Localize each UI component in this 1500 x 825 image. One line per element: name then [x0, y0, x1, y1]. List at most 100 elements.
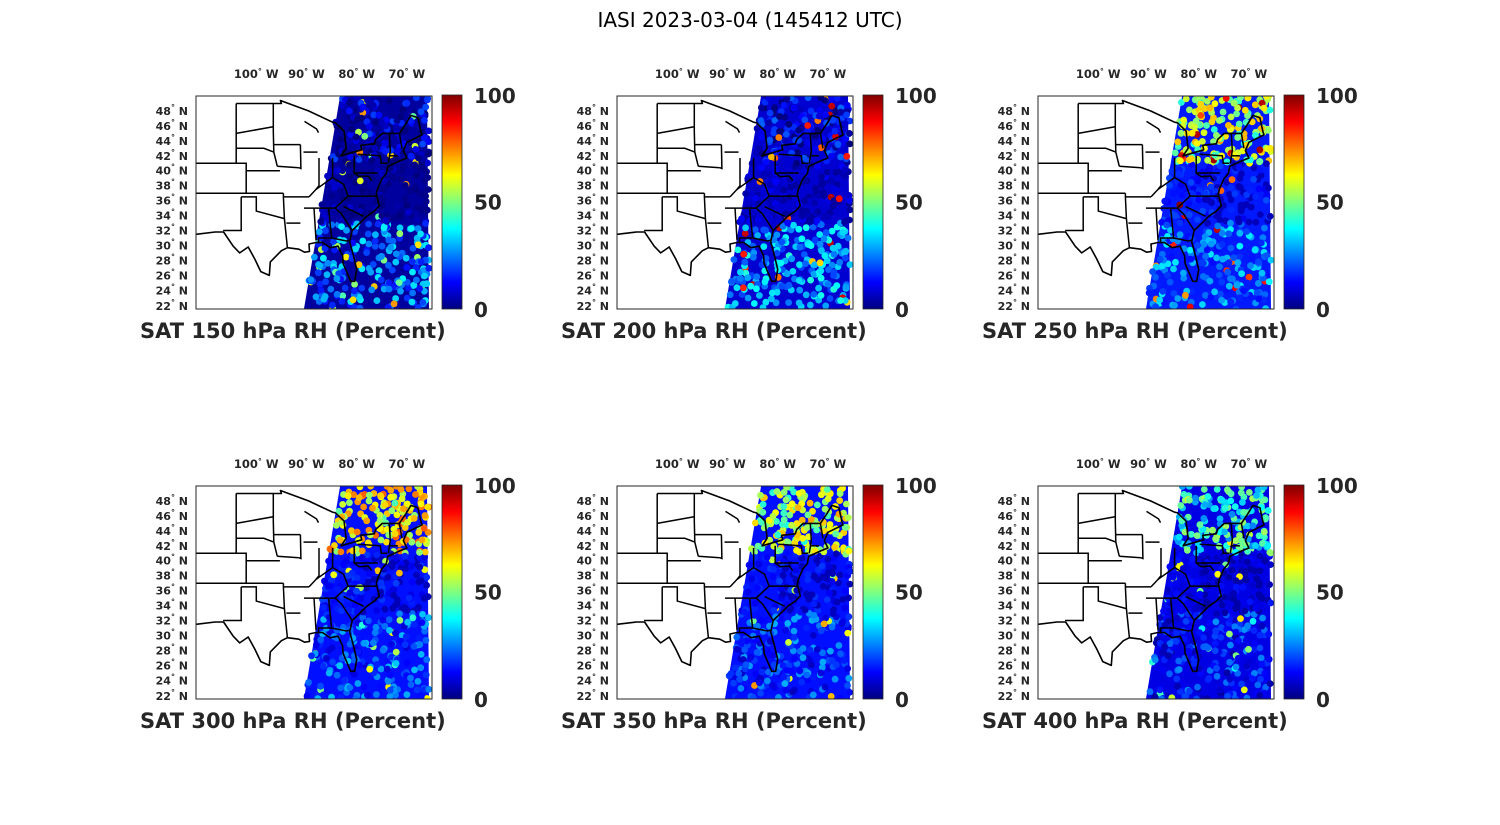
data-point: [831, 543, 838, 551]
data-point: [312, 293, 320, 301]
state-border: [304, 510, 320, 523]
data-point: [776, 113, 783, 120]
data-point: [779, 662, 787, 669]
state-border: [331, 237, 350, 242]
data-point: [1212, 618, 1220, 626]
data-point: [391, 530, 399, 538]
data-point: [760, 189, 767, 197]
lat-tick-label: 34° N: [156, 208, 188, 223]
data-point: [1172, 638, 1180, 645]
state-border: [387, 133, 392, 164]
data-point: [1193, 140, 1201, 147]
data-point: [758, 104, 765, 112]
data-point: [1255, 295, 1263, 303]
data-point: [378, 242, 386, 250]
data-point: [751, 226, 759, 234]
data-point: [417, 230, 424, 238]
data-point: [814, 606, 822, 614]
data-point: [781, 680, 789, 687]
data-point: [395, 212, 403, 220]
data-point: [416, 285, 423, 292]
data-point: [315, 228, 323, 236]
data-point: [407, 152, 415, 160]
data-point: [822, 229, 830, 237]
data-point: [1251, 101, 1259, 109]
data-point: [794, 504, 802, 511]
data-point: [1172, 590, 1180, 598]
data-point: [1262, 196, 1270, 204]
data-point: [783, 270, 791, 278]
data-point: [339, 292, 347, 300]
data-point: [1224, 268, 1232, 276]
data-point: [1164, 260, 1172, 268]
data-point: [783, 96, 791, 102]
data-point: [754, 216, 762, 224]
data-point: [820, 620, 828, 628]
data-point: [354, 680, 362, 687]
data-point: [377, 665, 385, 673]
lat-tick-label: 28° N: [998, 642, 1030, 657]
data-point: [803, 671, 811, 679]
data-point: [407, 562, 415, 570]
data-point: [1174, 682, 1181, 690]
lat-tick-label: 46° N: [577, 118, 609, 133]
data-point: [356, 177, 364, 185]
data-point: [776, 128, 783, 135]
lon-tick-label: 90° W: [288, 457, 325, 471]
state-border: [1159, 598, 1175, 634]
data-point: [359, 237, 367, 245]
data-point: [837, 297, 844, 304]
data-point: [384, 677, 392, 685]
data-point: [824, 280, 832, 288]
map-frame: [616, 485, 854, 700]
data-point: [1225, 259, 1233, 267]
data-point: [1201, 591, 1209, 599]
data-point: [1218, 496, 1226, 504]
data-point: [360, 683, 368, 691]
data-point: [370, 111, 378, 119]
data-point: [345, 107, 353, 115]
colorbar: [1283, 484, 1305, 700]
data-point: [758, 518, 765, 526]
data-point: [845, 547, 853, 555]
data-point: [424, 503, 432, 511]
data-point: [1200, 240, 1208, 248]
data-point: [821, 574, 829, 581]
data-point: [1173, 614, 1181, 622]
state-border: [223, 586, 242, 622]
data-point: [320, 254, 327, 262]
data-point: [1197, 100, 1205, 108]
data-point: [1252, 132, 1259, 139]
data-point: [1185, 200, 1193, 208]
data-point: [343, 227, 350, 234]
data-point: [733, 633, 741, 641]
data-point: [844, 514, 852, 522]
data-point: [1200, 129, 1208, 137]
data-point: [327, 285, 335, 293]
data-point: [841, 587, 849, 594]
data-point: [1174, 138, 1182, 146]
data-point: [1227, 641, 1234, 649]
data-point: [424, 150, 432, 158]
data-point: [366, 189, 374, 197]
data-point: [346, 99, 353, 106]
data-point: [1171, 302, 1178, 309]
data-point: [846, 206, 853, 214]
data-point: [351, 287, 358, 295]
data-point: [1194, 683, 1201, 691]
data-point: [386, 686, 394, 694]
data-point: [1264, 507, 1272, 514]
data-point: [360, 503, 367, 511]
data-point: [796, 243, 804, 251]
data-point: [1212, 628, 1220, 635]
data-point: [1187, 676, 1195, 684]
data-point: [741, 608, 748, 616]
data-point: [317, 682, 324, 690]
data-point: [377, 536, 385, 544]
data-point: [365, 220, 372, 228]
data-point: [1186, 687, 1193, 695]
data-point: [772, 178, 780, 186]
state-border: [1229, 133, 1234, 164]
data-point: [828, 227, 836, 235]
data-point: [334, 166, 342, 174]
